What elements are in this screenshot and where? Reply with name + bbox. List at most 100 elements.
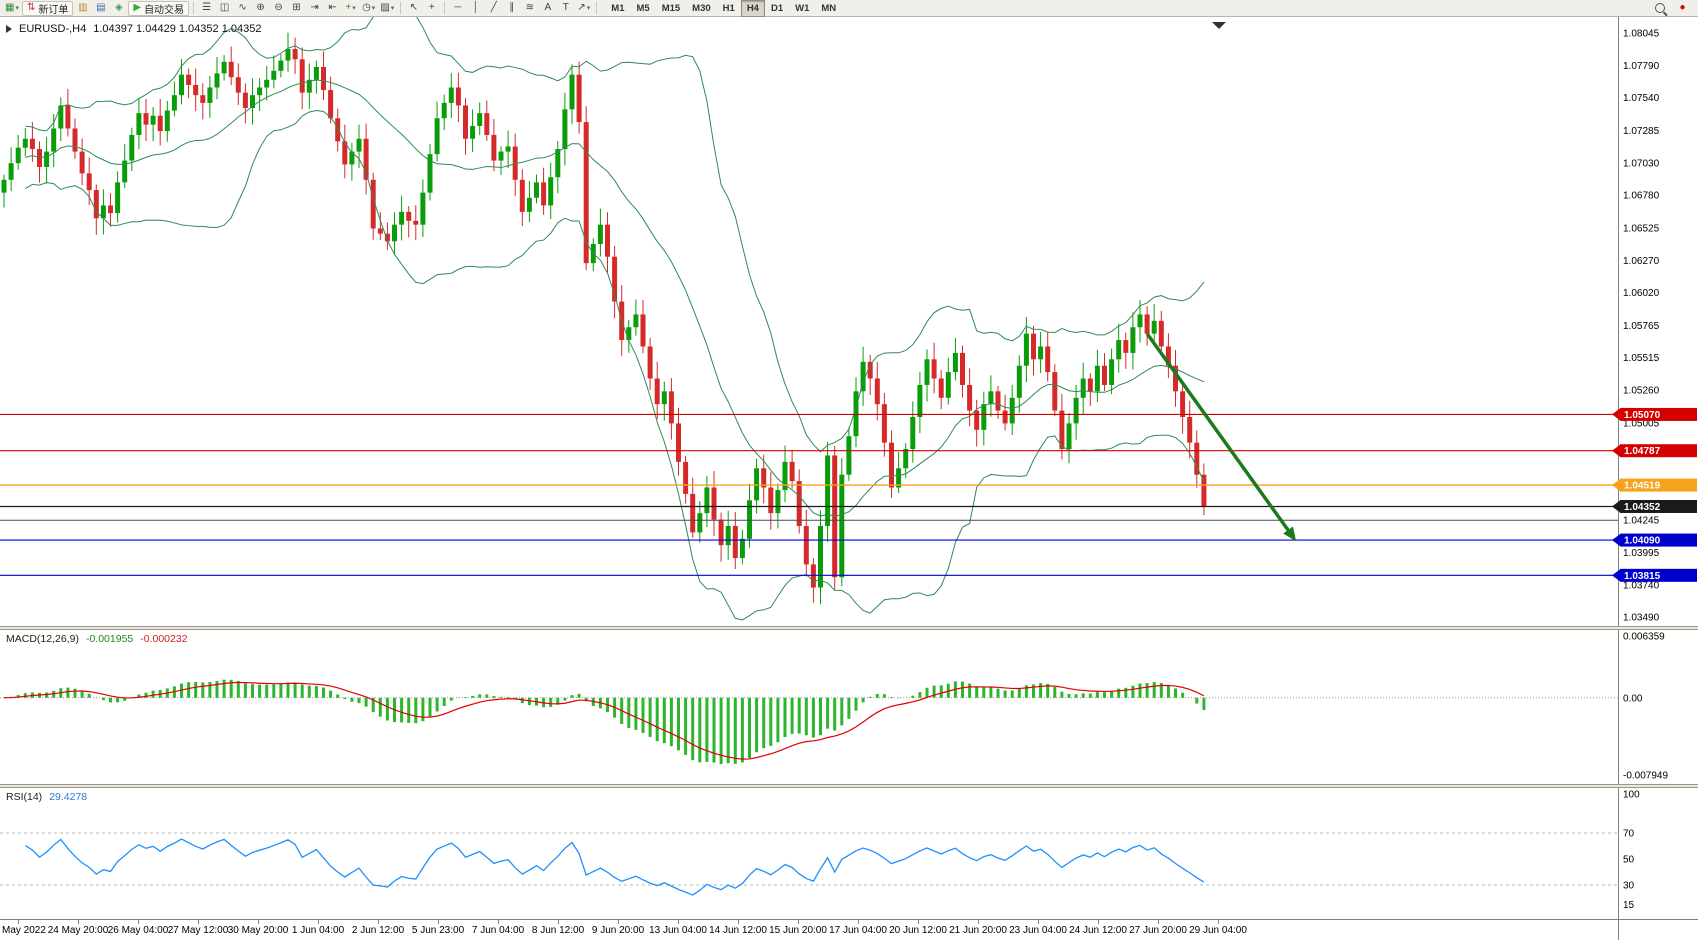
price-axis-label: 1.03995: [1623, 548, 1660, 559]
price-badge: [1620, 499, 1697, 513]
search-button[interactable]: [1651, 1, 1668, 16]
fibonacci-button[interactable]: ≋: [521, 1, 538, 16]
rsi-axis-label: 100: [1623, 790, 1640, 801]
arrows-button[interactable]: ↗ ▾: [575, 1, 592, 16]
main-chart-canvas[interactable]: 1.08045 1.07790 1.07540 1.07285 1.07030 1.067…: [0, 17, 1698, 626]
periods-button[interactable]: ◷ ▾: [360, 1, 377, 16]
time-axis-label: 24 May 20:00: [47, 925, 109, 936]
navigator-icon: ◈: [115, 2, 123, 13]
auto-scroll-button[interactable]: ⇥: [306, 1, 323, 16]
bar-chart-button[interactable]: ☰: [198, 1, 215, 16]
rsi-axis-label: 50: [1623, 855, 1635, 866]
vertical-line-button[interactable]: │: [467, 1, 484, 16]
trend-arrow-head[interactable]: [1283, 526, 1297, 542]
toolbar-separator: [596, 2, 598, 14]
price-badge-text: 1.04519: [1624, 481, 1661, 492]
bollinger-band: [25, 79, 1205, 517]
bollinger-band: [25, 17, 1205, 453]
templates-button[interactable]: ▨ ▾: [378, 1, 396, 16]
caret-down-icon: ▾: [352, 5, 356, 12]
data-window-icon: ▤: [96, 2, 106, 13]
new-chart-button[interactable]: ▦ ▾: [3, 1, 21, 16]
time-axis[interactable]: May 2022 24 May 20:00 26 May 04:00 27 May 1…: [0, 919, 1698, 940]
chart-title: EURUSD-,H4 1.04397 1.04429 1.04352 1.043…: [6, 23, 261, 35]
time-axis-label: 5 Jun 23:00: [411, 925, 465, 936]
time-tick: [858, 920, 859, 924]
caret-down-icon: ▾: [15, 5, 19, 12]
autotrading-button[interactable]: ▶ 自动交易: [128, 0, 190, 16]
text-button[interactable]: A: [539, 1, 556, 16]
timeframe-w1-button[interactable]: W1: [795, 2, 810, 14]
data-window-button[interactable]: ▤: [92, 1, 109, 16]
timeframe-m5-button[interactable]: M5: [636, 2, 650, 14]
market-watch-button[interactable]: ▥: [74, 1, 91, 16]
timeframe-h4-button[interactable]: H4: [740, 0, 765, 17]
caret-down-icon: ▾: [371, 5, 376, 12]
time-tick: [1038, 920, 1039, 924]
chart-shift-marker[interactable]: [1212, 22, 1226, 29]
equidistant-channel-button[interactable]: ∥: [503, 1, 520, 16]
timeframe-mn-button[interactable]: MN: [821, 2, 837, 14]
time-axis-label: 24 Jun 12:00: [1069, 925, 1127, 936]
indicators-button[interactable]: + ▾: [342, 1, 359, 16]
panel-separator[interactable]: [0, 626, 1698, 630]
price-axis-label: 1.05260: [1623, 386, 1660, 397]
time-tick: [18, 920, 19, 924]
time-axis-label: 23 Jun 04:00: [1009, 925, 1067, 936]
price-badge-arrow: [1612, 479, 1620, 492]
zoom-in-icon: ⊕: [256, 2, 265, 13]
time-axis-label: May 2022: [2, 925, 46, 936]
time-tick: [438, 920, 439, 924]
crosshair-button[interactable]: +: [423, 1, 440, 16]
timeframe-m15-button[interactable]: M15: [661, 2, 681, 14]
rsi-panel[interactable]: 100 70 50 30 15 RSI(14) 29.4278: [0, 788, 1698, 919]
time-tick: [678, 920, 679, 924]
horizontal-line-button[interactable]: ─: [449, 1, 466, 16]
text-label-button[interactable]: T: [557, 1, 574, 16]
templates-icon: ▨: [380, 2, 390, 13]
price-badge-text: 1.04090: [1624, 536, 1661, 547]
toolbar-right-group: ●: [1651, 1, 1695, 16]
indicators-icon: +: [345, 2, 352, 13]
one-click-trading-icon[interactable]: [6, 25, 12, 33]
time-axis-label: 29 Jun 04:00: [1189, 925, 1247, 936]
fibonacci-icon: ≋: [525, 2, 534, 13]
rsi-canvas[interactable]: 100 70 50 30 15: [0, 788, 1698, 919]
price-badge-text: 1.04787: [1624, 446, 1661, 457]
macd-panel[interactable]: 0.006359 0.00 -0.007949 MACD(12,26,9) -0.0…: [0, 630, 1698, 784]
macd-axis-label: -0.007949: [1623, 771, 1668, 782]
time-tick: [1098, 920, 1099, 924]
panel-separator[interactable]: [0, 784, 1698, 788]
time-axis-label: 27 Jun 20:00: [1129, 925, 1187, 936]
macd-name: MACD(12,26,9): [6, 633, 79, 645]
trend-arrow-object[interactable]: [1145, 332, 1290, 532]
price-badge: [1620, 444, 1697, 458]
tile-windows-button[interactable]: ⊞: [288, 1, 305, 16]
line-chart-button[interactable]: ∿: [234, 1, 251, 16]
time-axis-label: 8 Jun 12:00: [531, 925, 585, 936]
alerts-button[interactable]: ●: [1674, 1, 1691, 16]
candlestick-chart-button[interactable]: ◫: [216, 1, 233, 16]
rsi-axis-label: 30: [1623, 881, 1635, 892]
navigator-button[interactable]: ◈: [110, 1, 127, 16]
main-chart-panel[interactable]: 1.08045 1.07790 1.07540 1.07285 1.07030 1.067…: [0, 17, 1698, 626]
macd-signal-line: [3, 681, 1205, 760]
timeframe-m30-button[interactable]: M30: [692, 2, 711, 14]
new-order-button[interactable]: ⇅ 新订单: [21, 0, 74, 16]
timeframe-m1-button[interactable]: M1: [611, 2, 625, 14]
chart-shift-button[interactable]: ⇤: [324, 1, 341, 16]
cursor-button[interactable]: ↖: [405, 1, 422, 16]
macd-label: MACD(12,26,9) -0.001955 -0.000232: [6, 633, 188, 645]
time-tick: [918, 920, 919, 924]
time-axis-label: 1 Jun 04:00: [291, 925, 345, 936]
timeframe-d1-button[interactable]: D1: [770, 2, 784, 14]
trendline-button[interactable]: ╱: [485, 1, 502, 16]
macd-canvas[interactable]: 0.006359 0.00 -0.007949: [0, 630, 1698, 784]
rsi-label: RSI(14) 29.4278: [6, 791, 87, 803]
time-tick: [318, 920, 319, 924]
zoom-out-button[interactable]: ⊖: [270, 1, 287, 16]
timeframe-h1-button[interactable]: H1: [722, 2, 735, 14]
zoom-in-button[interactable]: ⊕: [252, 1, 269, 16]
macd-axis[interactable]: [1619, 630, 1698, 784]
price-axis-label: 1.06270: [1623, 256, 1660, 267]
